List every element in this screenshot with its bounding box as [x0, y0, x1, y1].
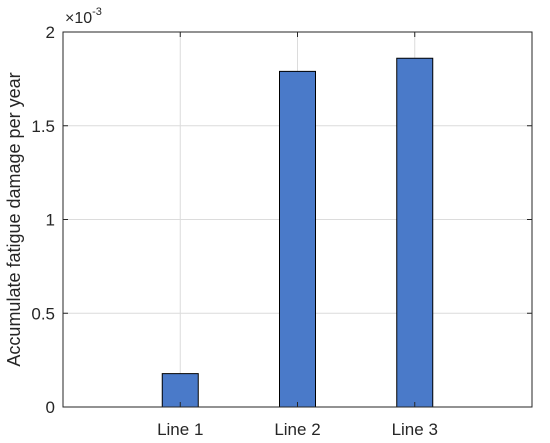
bar — [161, 373, 199, 408]
x-tick-labels: Line 1 Line 2 Line 3 — [157, 420, 438, 439]
x-tick-label: Line 2 — [274, 420, 320, 439]
bar — [279, 70, 316, 408]
bar — [396, 57, 434, 408]
axis-ticks — [63, 31, 532, 408]
y-exponent-label: ×10-3 — [65, 6, 102, 27]
y-tick-label: 1.5 — [31, 117, 55, 136]
y-tick-label: 1 — [46, 211, 55, 230]
bars — [161, 57, 434, 408]
y-axis-label: Accumulate fatigue damage per year — [4, 72, 24, 366]
y-exponent-base: ×10 — [65, 10, 92, 27]
y-tick-label: 0.5 — [31, 304, 55, 323]
y-tick-label: 0 — [46, 398, 55, 417]
y-tick-label: 2 — [46, 23, 55, 42]
x-tick-label: Line 3 — [392, 420, 438, 439]
y-exponent-power: -3 — [92, 6, 102, 18]
y-tick-labels: 0 0.5 1 1.5 2 — [31, 23, 55, 417]
x-tick-label: Line 1 — [157, 420, 203, 439]
